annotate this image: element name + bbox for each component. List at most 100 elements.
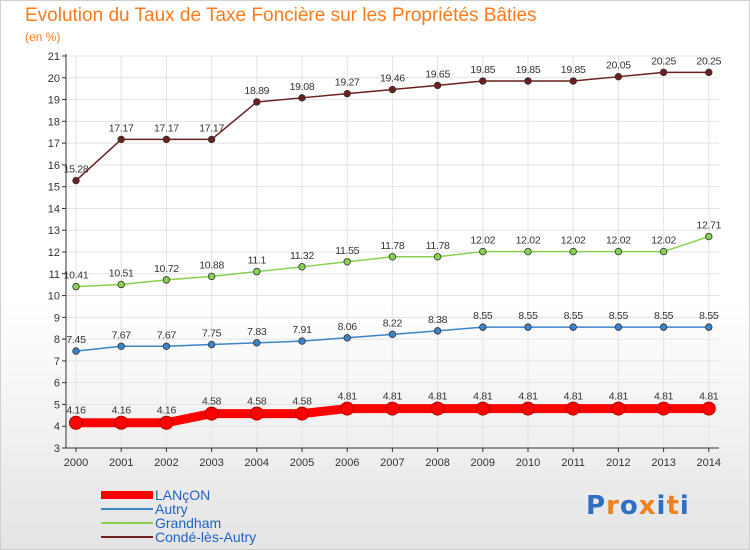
data-point — [343, 89, 351, 98]
data-label: 17.17 — [154, 122, 179, 134]
data-label: 19.85 — [516, 64, 541, 76]
x-axis-ticks: 2000 2001 2002 2003 2004 2005 2006 2007 2008 2009… — [64, 448, 721, 469]
data-label: 7.91 — [292, 324, 312, 336]
data-label: 12.02 — [606, 235, 631, 247]
data-label: 12.02 — [651, 235, 676, 247]
x-tick-label: 2011 — [561, 457, 585, 469]
logo-letter: o — [619, 491, 639, 521]
data-point — [253, 339, 261, 347]
data-point — [659, 68, 668, 77]
data-point — [479, 323, 487, 331]
data-label: 8.55 — [654, 310, 674, 322]
x-tick-label: 2014 — [697, 457, 721, 469]
y-tick-label: 13 — [48, 225, 60, 237]
legend-swatch-autry — [101, 508, 153, 510]
x-tick-label: 2001 — [109, 457, 133, 469]
legend-label-conde: Condé-lès-Autry — [155, 529, 257, 545]
x-tick-label: 2006 — [335, 457, 359, 469]
y-tick-label: 20 — [48, 73, 60, 85]
y-tick-label: 15 — [48, 182, 60, 194]
data-point — [72, 282, 80, 291]
y-tick-label: 6 — [54, 378, 60, 390]
legend-label-autry: Autry — [155, 501, 188, 517]
data-point — [521, 401, 535, 416]
data-point — [659, 323, 668, 331]
legend-label-grandham: Grandham — [155, 515, 222, 531]
logo-letter: r — [606, 491, 620, 521]
data-label: 20.05 — [606, 60, 631, 72]
data-labels: 15.28 17.17 17.17 17.17 18.89 19.08 19.27 19.46… — [64, 55, 722, 416]
data-point — [705, 68, 713, 77]
data-label: 12.02 — [516, 235, 541, 247]
data-label: 11.32 — [290, 250, 314, 262]
data-label: 19.85 — [470, 64, 495, 76]
data-point — [162, 135, 171, 144]
data-label: 4.81 — [428, 391, 448, 403]
data-point — [298, 94, 306, 102]
data-label: 8.55 — [473, 310, 493, 322]
data-point — [388, 253, 397, 261]
y-tick-label: 12 — [48, 247, 60, 259]
x-tick-label: 2012 — [606, 457, 630, 469]
data-point — [298, 337, 306, 345]
series-group — [69, 68, 716, 430]
data-point — [479, 77, 487, 85]
data-point — [614, 72, 623, 81]
data-point — [69, 415, 83, 430]
data-point — [159, 415, 174, 430]
data-point — [479, 247, 487, 256]
data-label: 8.06 — [338, 321, 358, 333]
data-label: 19.85 — [561, 64, 586, 76]
data-label: 12.02 — [561, 235, 586, 247]
data-label: 19.08 — [290, 81, 315, 93]
y-tick-label: 21 — [48, 51, 60, 63]
data-label: 7.75 — [202, 328, 222, 340]
legend-swatch-grandham — [101, 522, 153, 524]
y-axis-ticks: 3 4 5 6 7 8 9 10 11 12 13 14 15 16 17 18 19 20 21 — [48, 51, 66, 455]
legend-swatch-lancon — [101, 491, 153, 499]
x-tick-label: 2008 — [425, 457, 449, 469]
y-tick-label: 16 — [48, 160, 60, 172]
data-label: 4.81 — [609, 391, 629, 403]
chart-subtitle: (en %) — [25, 30, 61, 44]
data-point — [117, 135, 125, 144]
chart-title: Evolution du Taux de Taxe Foncière sur l… — [25, 5, 537, 26]
x-tick-label: 2010 — [516, 457, 540, 469]
y-tick-label: 11 — [49, 269, 60, 281]
proxiti-logo: Proxiti — [586, 491, 690, 521]
data-point — [343, 258, 351, 266]
x-tick-label: 2004 — [245, 457, 269, 469]
data-label: 4.81 — [699, 391, 719, 403]
x-tick-label: 2002 — [154, 457, 178, 469]
data-point — [611, 401, 626, 416]
data-label: 8.55 — [518, 310, 538, 322]
data-point — [295, 406, 309, 421]
data-label: 11.55 — [335, 245, 359, 257]
data-label: 4.81 — [473, 391, 493, 403]
data-point — [705, 323, 713, 331]
data-label: 15.28 — [64, 164, 89, 176]
data-point — [475, 401, 490, 416]
data-point — [388, 330, 397, 339]
data-point — [204, 406, 219, 421]
legend-item-grandham: Grandham — [101, 515, 221, 531]
data-label: 4.81 — [383, 391, 403, 403]
data-point — [569, 77, 577, 85]
x-tick-label: 2013 — [651, 457, 675, 469]
legend-item-lancon: LANçON — [101, 487, 210, 503]
data-point — [207, 135, 216, 144]
data-label: 11.78 — [426, 240, 450, 252]
data-label: 17.17 — [109, 122, 134, 134]
data-label: 10.72 — [154, 263, 179, 275]
data-label: 7.83 — [247, 326, 267, 338]
data-label: 4.81 — [564, 391, 584, 403]
data-point — [524, 77, 532, 85]
y-tick-label: 10 — [48, 291, 60, 303]
data-point — [114, 415, 129, 430]
data-point — [614, 323, 623, 331]
data-point — [117, 280, 125, 289]
data-label: 19.27 — [335, 77, 360, 89]
data-label: 8.22 — [383, 317, 403, 329]
data-label: 17.17 — [199, 122, 224, 134]
y-tick-label: 14 — [48, 203, 60, 215]
